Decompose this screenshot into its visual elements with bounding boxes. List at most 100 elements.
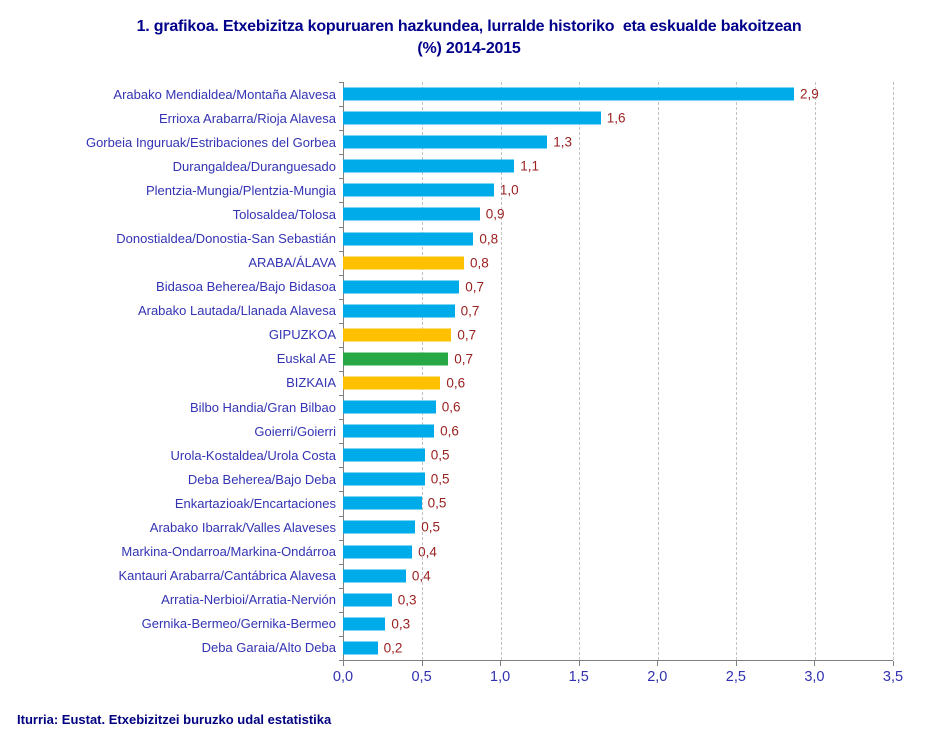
value-label: 1,6 bbox=[606, 110, 626, 126]
bar bbox=[343, 111, 601, 125]
category-label: GIPUZKOA bbox=[268, 327, 336, 343]
y-axis-tick bbox=[339, 130, 344, 132]
category-label: Deba Beherea/Bajo Deba bbox=[187, 471, 336, 487]
vertical-gridline bbox=[736, 82, 738, 660]
category-label: Errioxa Arabarra/Rioja Alavesa bbox=[158, 110, 336, 126]
value-label: 1,0 bbox=[499, 182, 519, 198]
bar-track: 2,9 bbox=[343, 82, 893, 106]
value-label: 0,5 bbox=[427, 495, 447, 511]
chart-row: Kantauri Arabarra/Cantábrica Alavesa 0,4 bbox=[0, 564, 938, 588]
value-label: 2,9 bbox=[800, 86, 819, 102]
bar bbox=[343, 352, 449, 366]
x-axis-tick bbox=[657, 661, 659, 666]
x-axis-tick-label: 0,0 bbox=[332, 669, 354, 685]
bar bbox=[343, 593, 392, 607]
category-label: Gorbeia Inguruak/Estribaciones del Gorbe… bbox=[85, 134, 336, 150]
bar-track: 0,8 bbox=[343, 226, 893, 250]
bar-track: 0,5 bbox=[343, 467, 893, 491]
chart-row: Arratia-Nerbioi/Arratia-Nervión 0,3 bbox=[0, 588, 938, 612]
y-axis-tick bbox=[339, 467, 344, 469]
category-label: Deba Garaia/Alto Deba bbox=[201, 640, 336, 656]
value-label: 0,4 bbox=[411, 568, 431, 584]
value-label: 0,7 bbox=[465, 279, 485, 295]
value-label: 0,8 bbox=[479, 231, 499, 246]
y-axis-tick bbox=[339, 346, 344, 348]
bar-track: 0,2 bbox=[343, 636, 893, 660]
bar bbox=[343, 232, 474, 245]
chart-row: BIZKAIA 0,6 bbox=[0, 371, 938, 395]
bar-track: 0,3 bbox=[343, 612, 893, 636]
category-label: Arratia-Nerbioi/Arratia-Nervión bbox=[161, 592, 336, 608]
bar bbox=[343, 304, 455, 318]
bar bbox=[343, 448, 425, 462]
value-label: 0,6 bbox=[441, 399, 461, 415]
x-axis-tick bbox=[500, 661, 502, 666]
y-axis-tick bbox=[339, 443, 344, 445]
x-axis-tick bbox=[893, 661, 894, 666]
bar bbox=[343, 328, 452, 342]
bar-track: 1,0 bbox=[343, 178, 893, 202]
x-axis-tick bbox=[735, 661, 737, 666]
bar bbox=[343, 87, 794, 101]
chart-row: Donostialdea/Donostia-San Sebastián 0,8 bbox=[0, 226, 938, 250]
chart-row: Deba Garaia/Alto Deba 0,2 bbox=[0, 636, 938, 660]
y-axis-tick bbox=[339, 250, 344, 252]
category-label: ARABA/ÁLAVA bbox=[248, 255, 336, 271]
bar bbox=[343, 424, 435, 438]
chart-row: Arabako Ibarrak/Valles Alaveses 0,5 bbox=[0, 515, 938, 539]
bar-track: 0,4 bbox=[343, 564, 893, 588]
bar bbox=[343, 376, 441, 390]
bar bbox=[343, 545, 413, 559]
bar-track: 0,5 bbox=[343, 443, 893, 467]
category-label: Enkartazioak/Encartaciones bbox=[174, 495, 336, 511]
bar-track: 0,4 bbox=[343, 539, 893, 563]
bar-track: 1,3 bbox=[343, 130, 893, 154]
chart-row: ARABA/ÁLAVA 0,8 bbox=[0, 251, 938, 275]
chart-row: Goierri/Goierri 0,6 bbox=[0, 419, 938, 443]
x-axis-tick-label: 3,5 bbox=[882, 669, 904, 685]
y-axis-tick bbox=[339, 202, 344, 204]
y-axis-tick bbox=[339, 371, 344, 372]
y-axis-tick bbox=[339, 611, 344, 613]
bar-track: 0,5 bbox=[343, 491, 893, 515]
category-label: Kantauri Arabarra/Cantábrica Alavesa bbox=[118, 568, 336, 584]
category-label: Gernika-Bermeo/Gernika-Bermeo bbox=[141, 616, 336, 632]
chart-row: Gernika-Bermeo/Gernika-Bermeo 0,3 bbox=[0, 612, 938, 636]
vertical-gridline bbox=[814, 82, 816, 660]
category-label: Bidasoa Beherea/Bajo Bidasoa bbox=[156, 279, 336, 295]
bar-track: 0,7 bbox=[343, 323, 893, 347]
y-axis-tick bbox=[339, 322, 344, 324]
vertical-gridline bbox=[893, 82, 894, 660]
bar-track: 0,6 bbox=[343, 395, 893, 419]
bar-track: 0,8 bbox=[343, 251, 893, 275]
bar bbox=[343, 569, 406, 583]
category-label: BIZKAIA bbox=[286, 375, 336, 391]
category-label: Tolosaldea/Tolosa bbox=[232, 206, 336, 222]
value-label: 0,6 bbox=[440, 423, 459, 439]
bar bbox=[343, 641, 378, 655]
x-axis-tick bbox=[421, 661, 423, 666]
x-axis-tick-label: 3,0 bbox=[804, 669, 825, 685]
bar bbox=[343, 183, 494, 197]
value-label: 1,1 bbox=[520, 158, 540, 174]
category-label: Bilbo Handia/Gran Bilbao bbox=[190, 399, 336, 415]
value-label: 0,2 bbox=[383, 640, 403, 656]
bar-track: 1,1 bbox=[343, 154, 893, 178]
bar bbox=[343, 496, 422, 510]
bar-track: 0,7 bbox=[343, 275, 893, 299]
value-label: 1,3 bbox=[553, 134, 573, 150]
y-axis-tick bbox=[339, 587, 344, 589]
y-axis-tick bbox=[339, 298, 344, 300]
y-axis-tick bbox=[339, 178, 344, 180]
value-label: 0,9 bbox=[485, 206, 505, 222]
value-label: 0,7 bbox=[454, 351, 474, 367]
x-axis-tick-label: 2,0 bbox=[647, 669, 668, 685]
x-axis-tick-label: 1,5 bbox=[568, 669, 589, 685]
y-axis-tick bbox=[339, 154, 344, 156]
x-axis-tick bbox=[343, 661, 344, 666]
chart-row: Deba Beherea/Bajo Deba 0,5 bbox=[0, 467, 938, 491]
bar-track: 0,6 bbox=[343, 419, 893, 443]
bar-track: 0,6 bbox=[343, 371, 893, 395]
chart-title-line1: 1. grafikoa. Etxebizitza kopuruaren hazk… bbox=[136, 18, 802, 35]
